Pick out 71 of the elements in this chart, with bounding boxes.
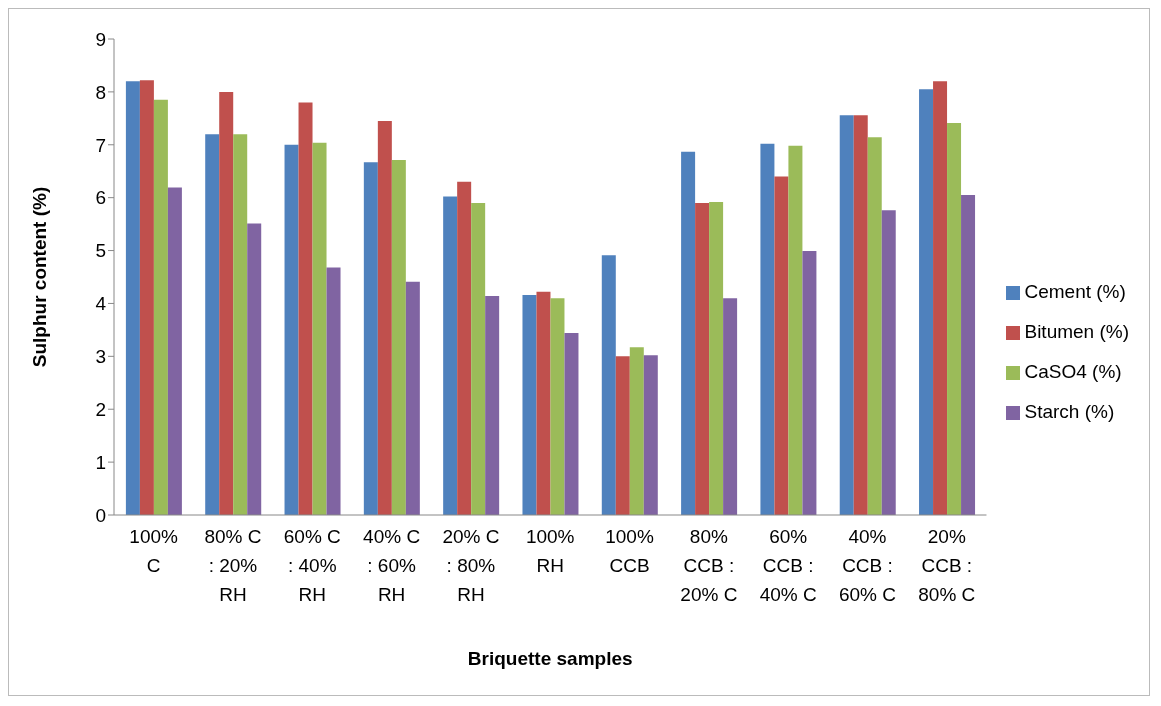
y-tick-label: 4 — [95, 293, 107, 315]
bar — [536, 291, 551, 515]
bar — [326, 267, 341, 515]
y-axis-title: Sulphur content (%) — [28, 186, 50, 368]
x-tick-label: 20% C : 80% RH — [442, 526, 500, 605]
bar — [153, 99, 168, 515]
bar — [233, 134, 248, 515]
bar — [312, 142, 327, 515]
bar — [933, 81, 948, 515]
x-tick-label: 60% C : 40% RH — [283, 526, 341, 605]
bar — [139, 80, 154, 515]
bar — [723, 298, 738, 515]
x-tick-label: 40% C : 60% RH — [363, 526, 421, 605]
bar — [167, 187, 182, 515]
bar — [695, 202, 710, 515]
bar — [961, 195, 976, 515]
x-tick-label: 20% CCB : 80% C — [918, 526, 976, 605]
y-tick-label: 7 — [95, 134, 106, 156]
bar — [471, 202, 486, 515]
bar — [615, 356, 630, 515]
bar — [219, 91, 234, 515]
bar — [947, 123, 962, 515]
legend-label: Cement (%) — [1024, 281, 1126, 302]
bar — [377, 120, 392, 515]
y-tick-label: 1 — [95, 451, 106, 473]
bar — [457, 181, 472, 515]
y-tick-label: 8 — [95, 81, 106, 103]
x-tick-label: 80% CCB : 20% C — [680, 526, 738, 605]
bar — [788, 145, 803, 515]
bar — [601, 255, 616, 515]
y-tick-label: 3 — [95, 346, 106, 368]
bar — [853, 115, 868, 515]
y-tick-label: 2 — [95, 398, 106, 420]
bar — [363, 162, 378, 515]
x-tick-label: 100% RH — [525, 526, 575, 576]
bar — [564, 333, 579, 515]
bar — [774, 176, 789, 515]
y-tick-label: 0 — [95, 504, 106, 526]
x-axis-title: Briquette samples — [467, 648, 633, 669]
bar — [298, 102, 313, 515]
bar — [443, 196, 458, 515]
bar — [867, 137, 882, 515]
y-tick-label: 5 — [95, 240, 106, 262]
bar — [643, 355, 658, 515]
x-tick-label: 60% CCB : 40% C — [759, 526, 817, 605]
y-tick-label: 6 — [95, 187, 106, 209]
bar — [802, 251, 817, 515]
legend-label: Bitumen (%) — [1024, 321, 1129, 342]
bar — [284, 144, 299, 515]
legend-label: Starch (%) — [1024, 401, 1115, 422]
bar — [485, 296, 500, 515]
bar — [125, 81, 140, 515]
x-tick-label: 40% CCB : 60% C — [838, 526, 897, 605]
x-tick-label: 100% C — [129, 526, 179, 576]
bar — [681, 151, 696, 515]
bar — [391, 160, 406, 515]
bar — [405, 281, 420, 515]
bar — [919, 89, 934, 515]
bar — [709, 201, 724, 515]
bar — [760, 143, 775, 515]
y-tick-label: 9 — [95, 28, 106, 50]
x-tick-label: 80% C : 20% RH — [204, 526, 262, 605]
bar — [247, 223, 262, 515]
bar — [522, 294, 537, 515]
bar — [550, 298, 565, 515]
bar — [205, 134, 220, 515]
bar — [881, 210, 896, 515]
x-tick-label: 100% CCB — [605, 526, 654, 576]
legend-label: CaSO4 (%) — [1024, 361, 1122, 382]
bar — [839, 115, 854, 515]
bar — [629, 347, 644, 515]
